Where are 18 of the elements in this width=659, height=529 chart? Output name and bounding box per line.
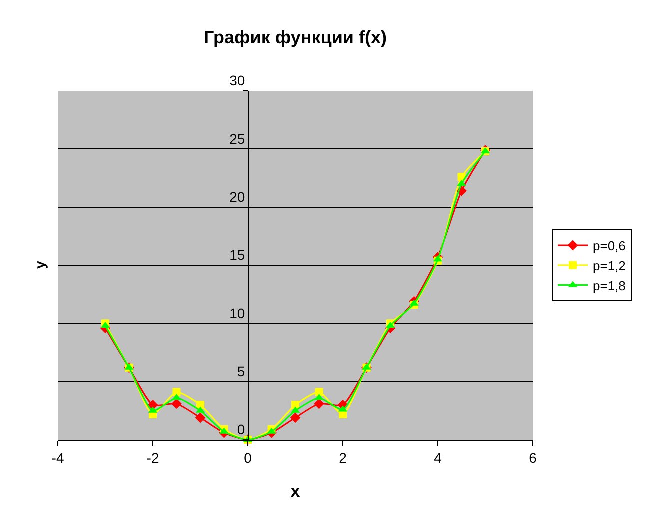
y-tick-label: 20 — [230, 188, 246, 205]
y-tick-label: 5 — [237, 363, 246, 380]
y-tick-label: 0 — [237, 422, 246, 438]
x-tick-label: 4 — [434, 450, 442, 466]
x-tick-label: 2 — [339, 450, 348, 466]
legend-label: p=1,8 — [593, 278, 626, 294]
y-tick-label: 25 — [230, 130, 246, 147]
y-tick-label: 30 — [230, 72, 246, 89]
legend-label: p=1,2 — [593, 258, 626, 274]
x-axis-title: x — [290, 482, 301, 502]
legend-label: p=0,6 — [593, 238, 626, 254]
chart-title: График функции f(x) — [204, 27, 387, 48]
y-tick-label: 15 — [230, 247, 246, 264]
y-tick-label: 10 — [230, 305, 246, 322]
y-axis-title: y — [32, 261, 48, 269]
x-tick-label: 6 — [529, 450, 538, 466]
x-tick-label: -2 — [146, 450, 160, 466]
x-tick-label: -4 — [52, 450, 64, 466]
